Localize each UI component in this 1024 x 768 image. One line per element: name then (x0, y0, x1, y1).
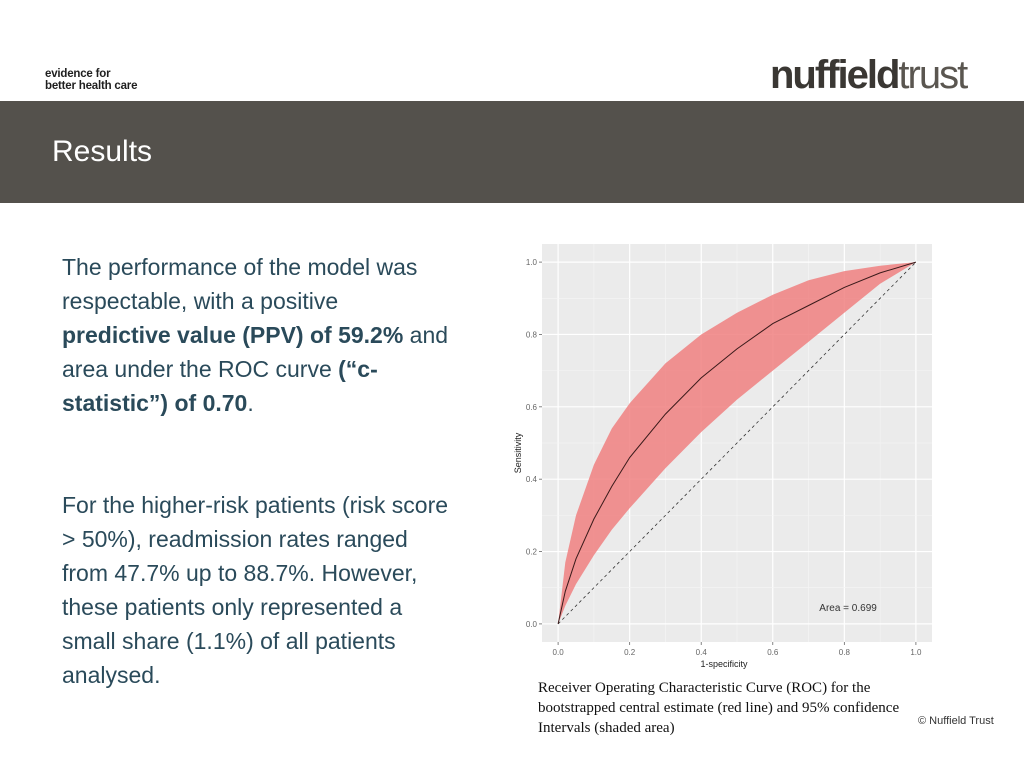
x-tick-label: 0.0 (553, 648, 565, 657)
logo-part-trust: trust (898, 53, 968, 97)
reference-diagonal-line (557, 261, 917, 625)
y-tick-label: 0.6 (526, 403, 538, 412)
perf-cstat-bold: (“c-statistic”) of 0.70 (62, 356, 378, 416)
nuffield-trust-logo: nuffieldtrust (770, 52, 968, 98)
roc-chart: 0.0 0.2 0.4 0.6 0.8 1.0 0.0 0.2 0.4 0.6 0.8 1.0 1-sp… (513, 244, 932, 669)
perf-text-3: . (247, 390, 254, 416)
chart-caption: Receiver Operating Characteristic Curve … (538, 680, 900, 736)
tagline-line-1: evidence for (45, 68, 111, 80)
high-risk-paragraph: For the higher-risk patients (risk score… (62, 492, 449, 688)
tagline: evidence for better health care (45, 68, 137, 92)
roc-central-curve (557, 261, 917, 625)
x-axis-label: 1-specificity (700, 659, 748, 669)
title-banner: Results (0, 101, 1024, 203)
x-tick-label: 1.0 (910, 648, 922, 657)
y-tick-label: 0.8 (526, 330, 538, 339)
performance-paragraph: The performance of the model was respect… (62, 250, 452, 420)
copyright-notice: © Nuffield Trust (918, 715, 994, 727)
y-axis-label: Sensitivity (513, 432, 523, 473)
x-tick-label: 0.6 (767, 648, 779, 657)
x-tick-label: 0.4 (696, 648, 708, 657)
y-tick-label: 0.2 (526, 548, 538, 557)
y-tick-label: 0.4 (526, 475, 538, 484)
tagline-line-2: better health care (45, 80, 138, 92)
y-tick-label: 1.0 (526, 258, 538, 267)
x-tick-label: 0.8 (839, 648, 851, 657)
page-title: Results (52, 135, 153, 168)
x-tick-label: 0.2 (624, 648, 636, 657)
area-annotation: Area = 0.699 (819, 603, 877, 614)
perf-text-1: The performance of the model was respect… (62, 254, 418, 314)
perf-text-2: and area under the ROC curve (62, 322, 449, 382)
perf-ppv-bold: predictive value (PPV) of 59.2% (62, 322, 404, 348)
y-tick-label: 0.0 (526, 620, 538, 629)
confidence-band (558, 262, 916, 624)
logo-part-nuffield: nuffield (770, 53, 900, 97)
